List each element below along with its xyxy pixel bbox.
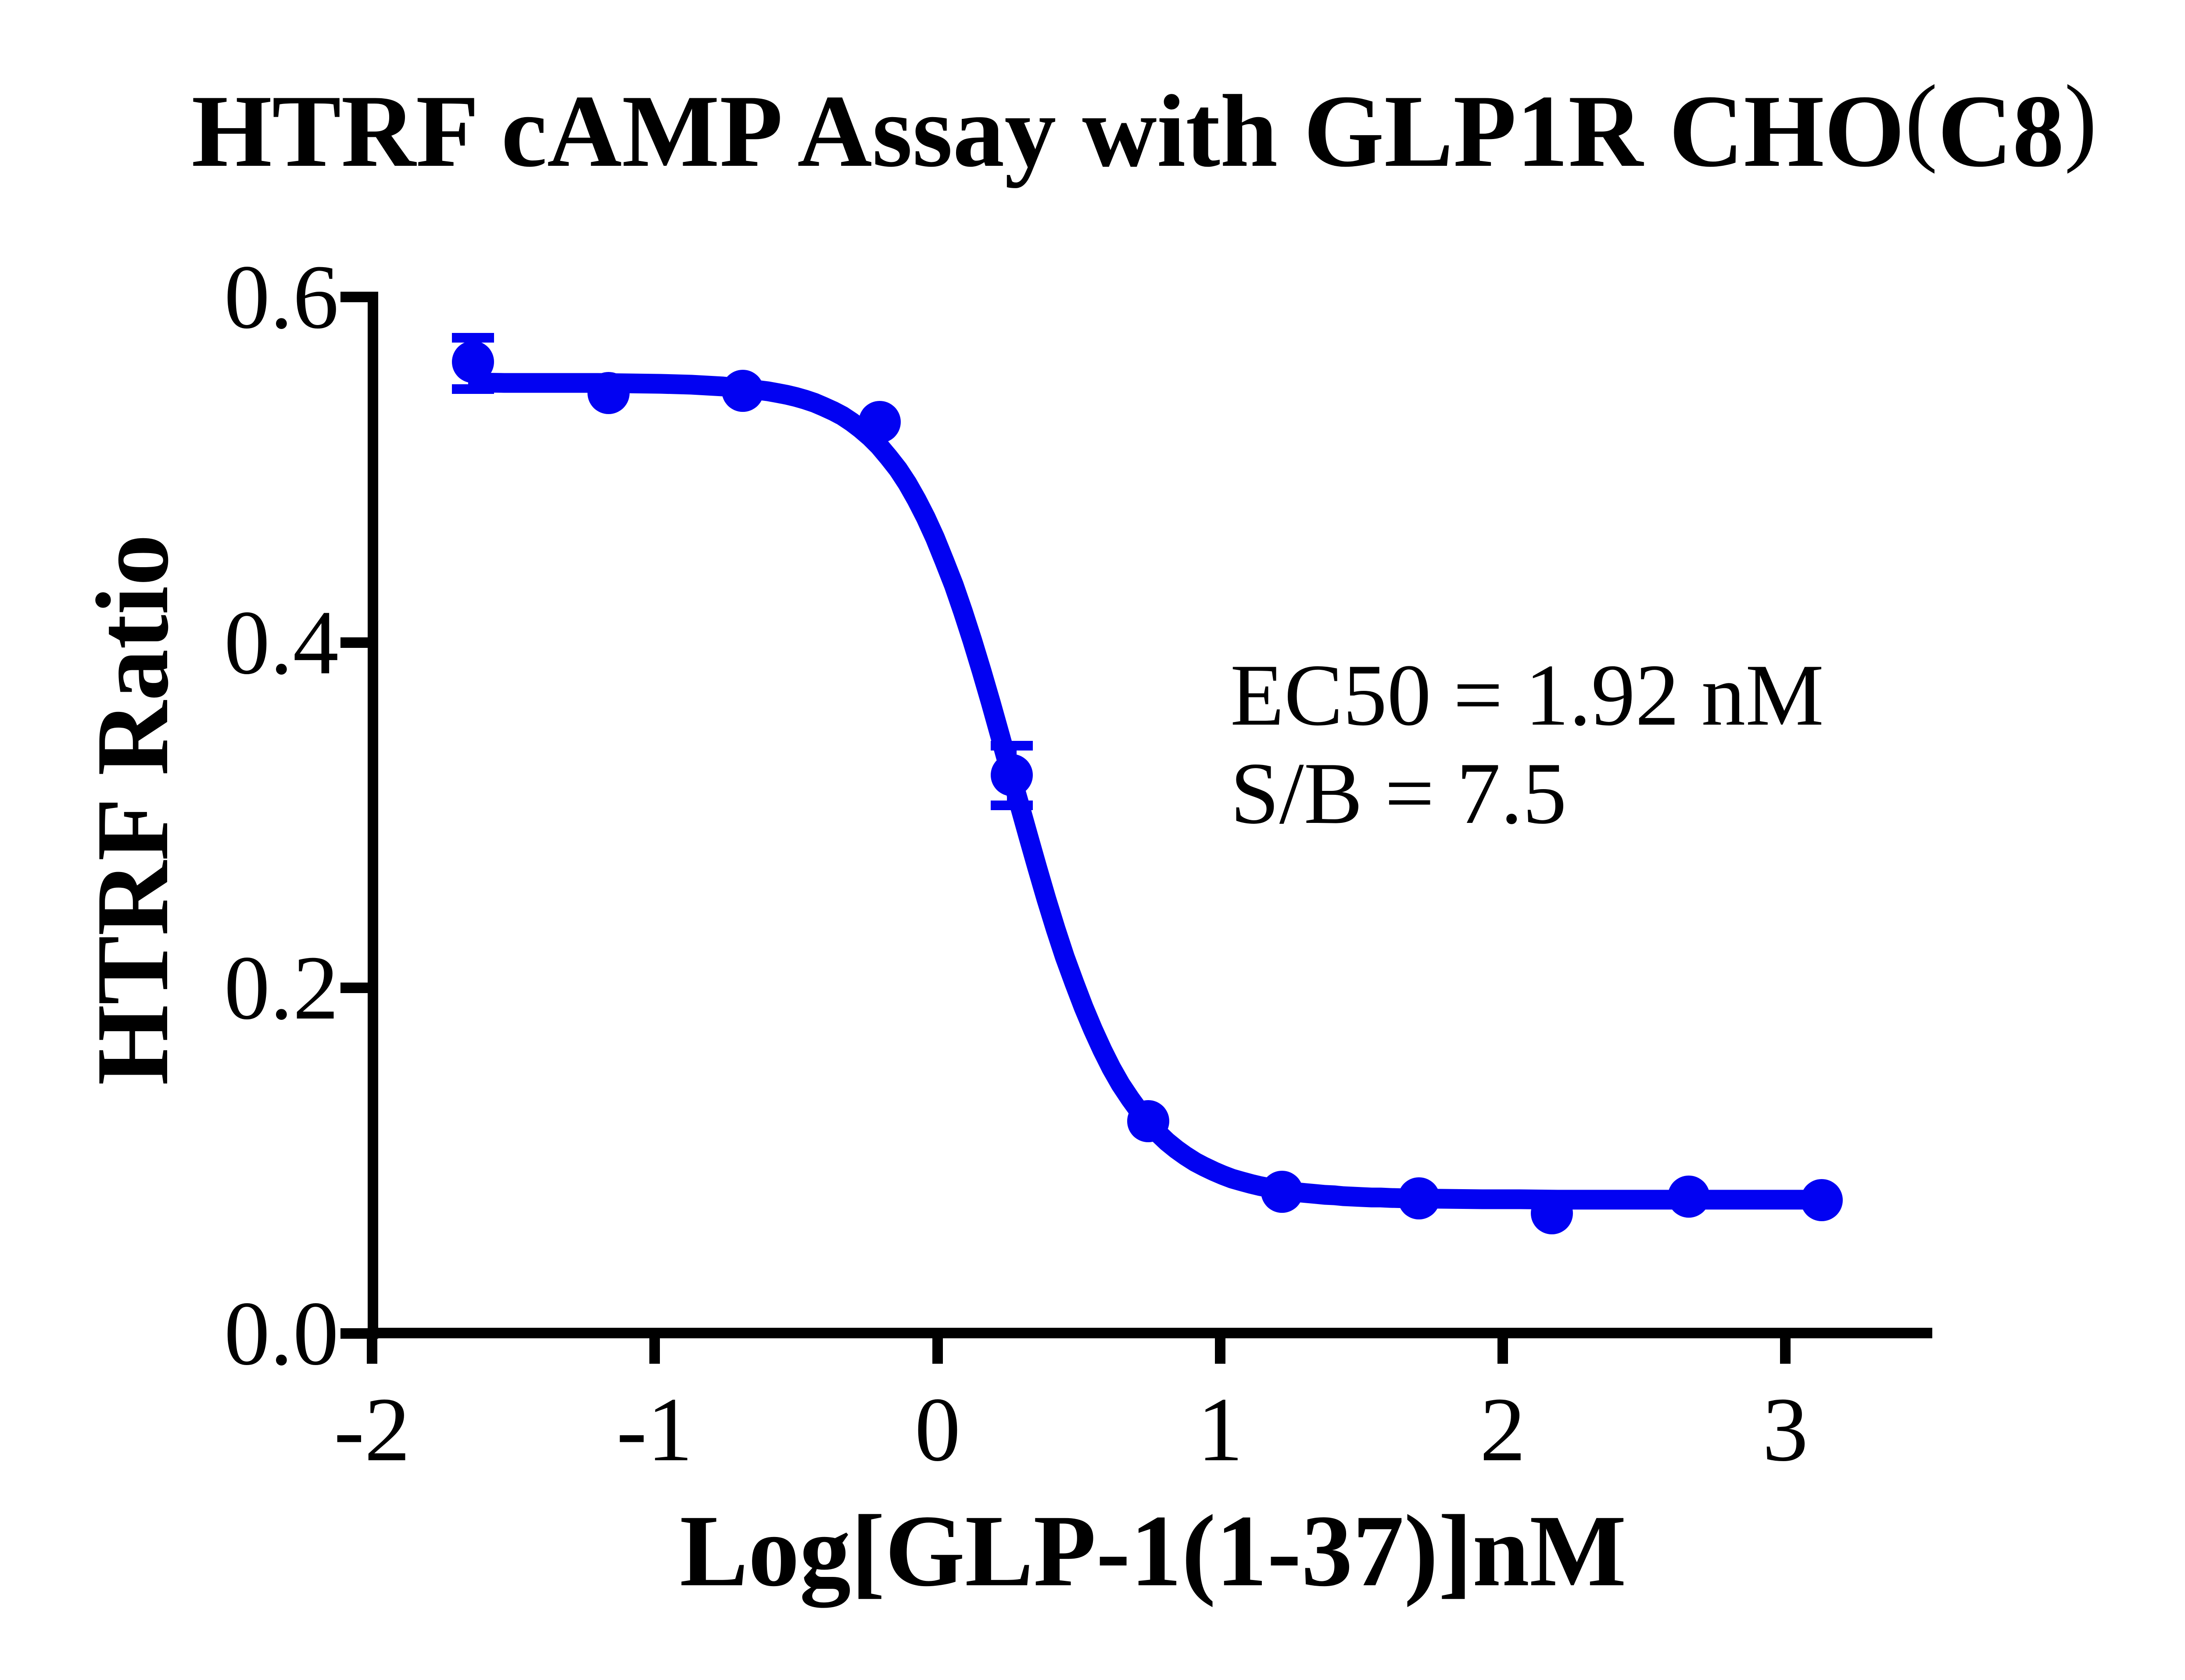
svg-text:Log[GLP-1(1-37)]nM: Log[GLP-1(1-37)]nM [680,1494,1626,1608]
svg-text:-2: -2 [334,1379,410,1480]
svg-text:0.0: 0.0 [224,1283,339,1384]
svg-text:3: 3 [1762,1379,1809,1480]
svg-text:-1: -1 [616,1379,693,1480]
svg-text:0: 0 [915,1379,961,1480]
svg-text:0.4: 0.4 [224,592,339,693]
svg-text:EC50 = 1.92 nM: EC50 = 1.92 nM [1230,647,1824,744]
svg-text:S/B = 7.5: S/B = 7.5 [1230,745,1567,842]
svg-text:0.6: 0.6 [224,247,339,348]
svg-text:0.2: 0.2 [224,937,339,1039]
svg-text:HTRF Ratio: HTRF Ratio [75,534,190,1085]
svg-text:1: 1 [1197,1379,1243,1480]
svg-text:2: 2 [1480,1379,1526,1480]
svg-text:HTRF cAMP Assay with GLP1R CHO: HTRF cAMP Assay with GLP1R CHO(C8) [191,64,2097,189]
